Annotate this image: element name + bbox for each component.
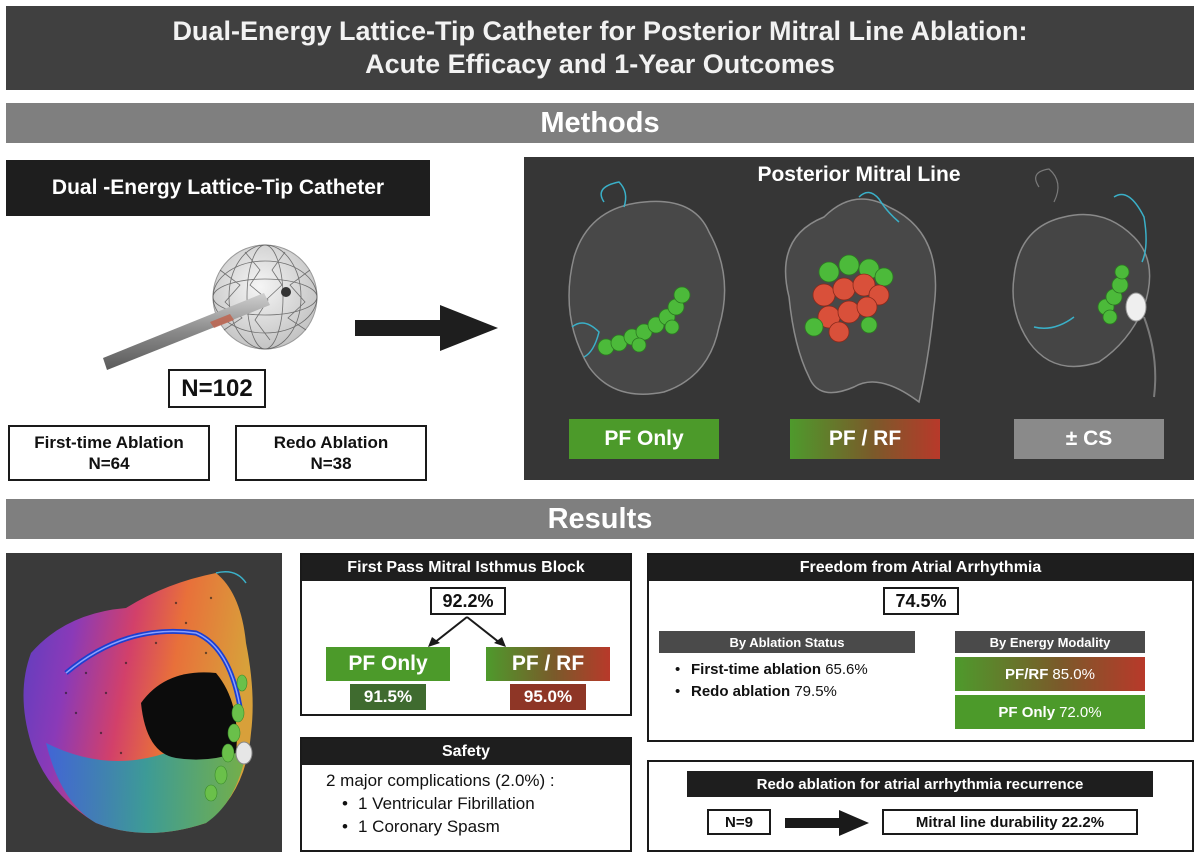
status-item-redo: Redo ablation 79.5% <box>671 681 868 703</box>
by-energy-modality-header: By Energy Modality <box>955 631 1145 653</box>
ablation-status-list: First-time ablation 65.6% Redo ablation … <box>671 659 868 703</box>
energy-label: PF Only <box>998 703 1056 721</box>
lattice-tip-catheter-illustration <box>103 244 318 370</box>
durability-label: Mitral line durability <box>915 813 1058 831</box>
status-label: Redo ablation <box>691 683 791 700</box>
redo-panel: Redo ablation for atrial arrhythmia recu… <box>647 760 1194 852</box>
posterior-mitral-line-title: Posterior Mitral Line <box>757 163 961 186</box>
safety-title: Safety <box>302 739 630 765</box>
first-pass-overall: 92.2% <box>430 587 506 615</box>
freedom-title: Freedom from Atrial Arrhythmia <box>649 555 1192 581</box>
posterior-mitral-line-panel: Posterior Mitral Line <box>524 157 1194 480</box>
catheter-label: Dual -Energy Lattice-Tip Catheter <box>6 160 430 216</box>
methods-section-header: Methods <box>6 103 1194 143</box>
first-pass-pf-rf-value: 95.0% <box>510 684 586 710</box>
redo-ablation-label: Redo Ablation <box>273 433 389 452</box>
results-section-header: Results <box>6 499 1194 539</box>
energy-value: 85.0% <box>1052 665 1095 683</box>
redo-title: Redo ablation for atrial arrhythmia recu… <box>687 771 1153 797</box>
safety-list: 1 Ventricular Fibrillation 1 Coronary Sp… <box>326 792 630 838</box>
split-arrows-icon <box>428 616 506 647</box>
safety-panel: Safety 2 major complications (2.0%) : 1 … <box>300 737 632 852</box>
first-time-ablation-n: N=64 <box>88 454 130 473</box>
activation-map-illustration <box>23 571 253 833</box>
first-pass-pf-only-tag: PF Only <box>326 647 450 681</box>
energy-label: PF/RF <box>1005 665 1049 683</box>
first-pass-pf-only-value: 91.5% <box>350 684 426 710</box>
freedom-overall: 74.5% <box>883 587 959 615</box>
tag-pf-rf: PF / RF <box>790 419 940 459</box>
safety-summary: 2 major complications (2.0%) : <box>326 771 555 790</box>
mitral-line-durability-box: Mitral line durability 22.2% <box>882 809 1138 835</box>
title-line-2: Acute Efficacy and 1-Year Outcomes <box>365 49 835 79</box>
first-time-ablation-box: First-time Ablation N=64 <box>8 425 210 481</box>
safety-item: 1 Coronary Spasm <box>338 815 630 838</box>
first-pass-pf-rf-tag: PF / RF <box>486 647 610 681</box>
first-pass-title: First Pass Mitral Isthmus Block <box>302 555 630 581</box>
status-value: 79.5% <box>794 683 837 700</box>
first-time-ablation-label: First-time Ablation <box>34 433 184 452</box>
first-pass-panel: First Pass Mitral Isthmus Block 92.2% PF… <box>300 553 632 716</box>
tag-cs: ± CS <box>1014 419 1164 459</box>
redo-ablation-box: Redo Ablation N=38 <box>235 425 427 481</box>
energy-pf-rf-bar: PF/RF 85.0% <box>955 657 1145 691</box>
freedom-panel: Freedom from Atrial Arrhythmia 74.5% By … <box>647 553 1194 742</box>
durability-value: 22.2% <box>1061 813 1105 831</box>
methods-arrow-icon <box>355 305 498 351</box>
redo-arrow-icon <box>785 810 869 836</box>
redo-ablation-n: N=38 <box>310 454 352 473</box>
title-banner: Dual-Energy Lattice-Tip Catheter for Pos… <box>6 6 1194 90</box>
energy-pf-only-bar: PF Only 72.0% <box>955 695 1145 729</box>
energy-value: 72.0% <box>1059 703 1102 721</box>
redo-n-box: N=9 <box>707 809 771 835</box>
tag-pf-only: PF Only <box>569 419 719 459</box>
voltage-map-image <box>6 553 282 852</box>
total-n-box: N=102 <box>168 369 266 408</box>
status-value: 65.6% <box>825 661 868 678</box>
anatomy-pf-rf-image <box>784 191 937 404</box>
by-ablation-status-header: By Ablation Status <box>659 631 915 653</box>
anatomy-pf-only-image <box>568 181 726 395</box>
status-item-first-time: First-time ablation 65.6% <box>671 659 868 681</box>
title-line-1: Dual-Energy Lattice-Tip Catheter for Pos… <box>172 16 1028 46</box>
anatomy-cs-image <box>1012 168 1157 398</box>
status-label: First-time ablation <box>691 661 822 678</box>
safety-item: 1 Ventricular Fibrillation <box>338 792 630 815</box>
